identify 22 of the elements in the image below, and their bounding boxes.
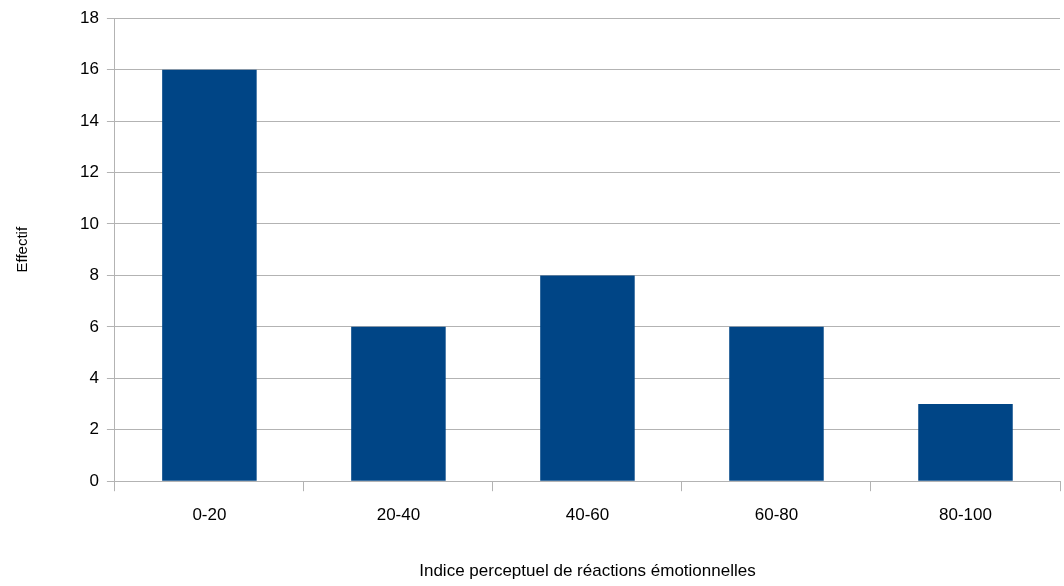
bar <box>729 326 824 481</box>
y-tick-label: 16 <box>79 59 99 79</box>
y-tick-label: 6 <box>89 316 99 336</box>
x-axis-title: Indice perceptuel de réactions émotionnelles <box>419 561 756 581</box>
x-tick-label: 80-100 <box>939 505 992 525</box>
y-tick-label: 18 <box>79 7 99 27</box>
y-tick-label: 12 <box>79 162 99 182</box>
bar <box>540 275 635 481</box>
y-tick-label: 4 <box>89 368 99 387</box>
y-tick-label: 8 <box>89 265 99 285</box>
y-tick-label: 10 <box>79 213 99 233</box>
y-tick-label: 2 <box>89 419 99 439</box>
y-axis-title: Effectif <box>13 226 31 273</box>
x-tick-label: 20-40 <box>376 505 421 525</box>
x-tick-label: 40-60 <box>565 505 610 525</box>
bar <box>351 326 446 481</box>
x-tick-label: 0-20 <box>192 505 227 525</box>
bar <box>162 69 257 481</box>
bar <box>918 404 1013 481</box>
y-tick-label: 14 <box>79 110 99 130</box>
x-tick-label: 60-80 <box>754 505 799 525</box>
y-tick-label: 0 <box>89 470 99 490</box>
